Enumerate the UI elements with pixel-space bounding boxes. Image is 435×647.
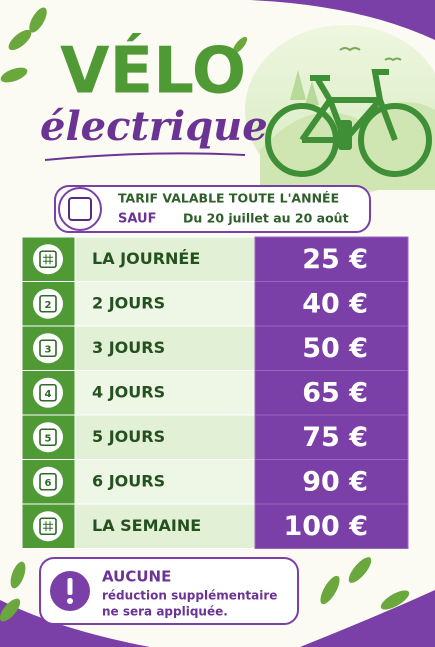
row-price: 90 € [302, 466, 368, 497]
label-cell [74, 370, 256, 416]
price-cell [254, 236, 409, 282]
note-line: réduction supplémentaire [102, 589, 277, 603]
row-icon-number: 2 [45, 300, 52, 311]
validity-icon [58, 187, 102, 231]
title: VÉLO [60, 33, 246, 109]
row-calendar [39, 517, 57, 536]
row-label: LA SEMAINE [92, 516, 201, 535]
row-calendar [39, 428, 57, 447]
birds [339, 47, 402, 62]
leaves [0, 7, 410, 622]
row-label: 2 JOURS [92, 293, 165, 312]
row-price: 25 € [302, 244, 368, 275]
row-calendar [39, 250, 57, 269]
calendar-icon [68, 197, 92, 221]
row-icon-number: 3 [45, 344, 52, 355]
price-cell [254, 325, 409, 371]
validity-box [54, 185, 371, 233]
row-icon-grid [43, 254, 53, 265]
underline [44, 152, 246, 161]
corner-swoosh [300, 590, 435, 647]
validity-except: SAUF [118, 212, 156, 227]
row-label: 4 JOURS [92, 382, 165, 401]
price-cell [254, 281, 409, 327]
row-label: 6 JOURS [92, 471, 165, 490]
label-cell [74, 503, 256, 549]
label-cell [74, 281, 256, 327]
row-icon-bg [33, 244, 63, 275]
row-calendar [39, 383, 57, 402]
row-label: LA JOURNÉE [92, 249, 200, 268]
note-line: ne sera appliquée. [102, 605, 228, 619]
row-label: 3 JOURS [92, 338, 165, 357]
subtitle: électrique [40, 103, 268, 150]
row-price: 50 € [302, 333, 368, 364]
row-price: 40 € [302, 288, 368, 319]
note-box [39, 557, 299, 625]
label-cell [74, 325, 256, 371]
row-price: 75 € [302, 422, 368, 453]
row-calendar [39, 339, 57, 358]
price-cell [254, 370, 409, 416]
row-icon-grid [43, 521, 53, 532]
price-table: LA JOURNÉE 25 € 2 2 JOURS 40 € 3 3 JOURS 50 € 4 4… [21, 236, 409, 549]
row-icon-number: 5 [45, 433, 52, 444]
corner-swoosh [250, 0, 435, 40]
warning-dot [67, 598, 73, 604]
row-icon-number: 4 [45, 389, 52, 400]
row-calendar [39, 294, 57, 313]
battery [338, 120, 352, 150]
validity-line: TARIF VALABLE TOUTE L'ANNÉE [118, 191, 339, 206]
trees [290, 70, 319, 105]
row-price: 100 € [283, 511, 368, 542]
row-price: 65 € [302, 377, 368, 408]
row-label: 5 JOURS [92, 427, 165, 446]
row-icon-number: 6 [45, 478, 52, 489]
price-cell [254, 503, 409, 549]
row-icon-bg [33, 511, 63, 542]
price-cell [254, 414, 409, 460]
corner-swoosh [0, 600, 150, 647]
validity-dates: Du 20 juillet au 20 août [183, 211, 349, 226]
warning-bar [67, 578, 73, 595]
note-title: AUCUNE [102, 568, 171, 586]
row-calendar [39, 472, 57, 491]
